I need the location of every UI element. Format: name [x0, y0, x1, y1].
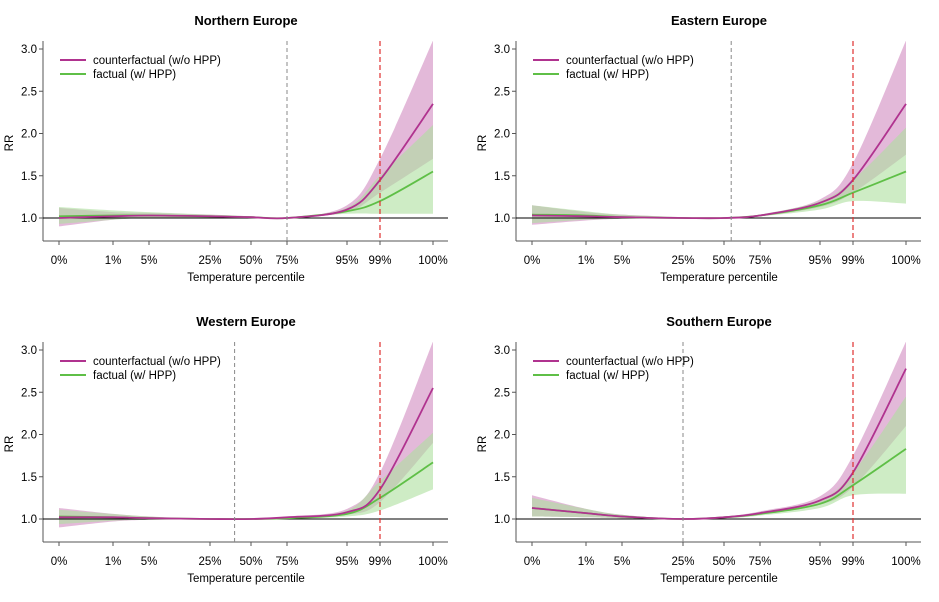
x-tick-label: 75% [275, 556, 298, 568]
y-tick-label: 1.5 [21, 472, 37, 484]
y-tick-label: 1.0 [21, 514, 37, 526]
x-tick-label: 99% [841, 255, 864, 267]
panel-title: Eastern Europe [671, 13, 767, 28]
panel-title: Northern Europe [194, 13, 297, 28]
x-tick-label: 100% [891, 255, 920, 267]
x-tick-label: 1% [105, 255, 122, 267]
series-line-0 [531, 103, 907, 220]
x-tick-label: 50% [712, 255, 735, 267]
y-tick-label: 3.0 [494, 44, 510, 56]
x-tick-label: 100% [891, 556, 920, 568]
x-tick-label: 0% [524, 255, 541, 267]
plot-area [43, 41, 448, 227]
x-tick-label: 1% [578, 556, 595, 568]
x-axis-label: Temperature percentile [187, 573, 305, 585]
x-tick-label: 0% [51, 255, 68, 267]
x-tick-label: 25% [198, 556, 221, 568]
y-tick-label: 1.5 [494, 171, 510, 183]
x-tick-label: 50% [239, 556, 262, 568]
ci-band-1 [532, 396, 906, 520]
x-tick-label: 5% [614, 556, 631, 568]
ci-band-1 [532, 127, 906, 224]
y-tick-label: 1.0 [21, 213, 37, 225]
x-tick-label: 5% [614, 255, 631, 267]
y-tick-label: 2.0 [21, 430, 37, 442]
legend-label: counterfactual (w/o HPP) [566, 55, 694, 67]
x-tick-label: 5% [141, 255, 158, 267]
x-tick-label: 0% [51, 556, 68, 568]
y-axis-label: RR [4, 436, 16, 453]
x-tick-label: 100% [418, 556, 447, 568]
x-tick-label: 75% [748, 556, 771, 568]
x-axis-label: Temperature percentile [660, 272, 778, 284]
x-tick-label: 95% [335, 255, 358, 267]
y-tick-label: 2.5 [494, 86, 510, 98]
ci-band-1 [59, 125, 433, 224]
x-tick-label: 5% [141, 556, 158, 568]
y-axis-label: RR [4, 135, 16, 152]
panel-title: Southern Europe [666, 314, 771, 329]
legend-label: factual (w/ HPP) [93, 370, 176, 382]
x-tick-label: 25% [671, 255, 694, 267]
y-tick-label: 3.0 [494, 345, 510, 357]
x-axis-label: Temperature percentile [187, 272, 305, 284]
y-tick-label: 1.5 [494, 472, 510, 484]
x-tick-label: 1% [105, 556, 122, 568]
x-tick-label: 95% [808, 556, 831, 568]
x-axis-label: Temperature percentile [660, 573, 778, 585]
legend-label: factual (w/ HPP) [566, 69, 649, 81]
legend-label: factual (w/ HPP) [93, 69, 176, 81]
y-axis-label: RR [477, 135, 489, 152]
y-tick-label: 2.5 [21, 86, 37, 98]
x-tick-label: 0% [524, 556, 541, 568]
y-tick-label: 2.0 [494, 430, 510, 442]
panel-title: Western Europe [196, 314, 295, 329]
x-tick-label: 50% [712, 556, 735, 568]
series-line-0 [58, 103, 434, 220]
panel-2: Western Europe 1.0 1.5 2.0 2.5 3.0 RR 0% 1% 5% 25%… [4, 314, 448, 585]
panel-0: Northern Europe 1.0 1.5 2.0 2.5 3.0 RR 0% 1% 5% 25… [4, 13, 448, 284]
x-tick-label: 1% [578, 255, 595, 267]
x-tick-label: 99% [841, 556, 864, 568]
y-axis-label: RR [477, 436, 489, 453]
x-tick-label: 75% [748, 255, 771, 267]
x-tick-label: 95% [808, 255, 831, 267]
x-tick-label: 100% [418, 255, 447, 267]
y-tick-label: 3.0 [21, 345, 37, 357]
legend-label: counterfactual (w/o HPP) [566, 356, 694, 368]
y-tick-label: 2.5 [21, 387, 37, 399]
y-tick-label: 3.0 [21, 44, 37, 56]
y-tick-label: 2.5 [494, 387, 510, 399]
x-tick-label: 25% [198, 255, 221, 267]
legend-label: counterfactual (w/o HPP) [93, 356, 221, 368]
panel-1: Eastern Europe 1.0 1.5 2.0 2.5 3.0 RR 0% 1% 5% 25%… [477, 13, 921, 284]
y-tick-label: 1.0 [494, 213, 510, 225]
x-tick-label: 95% [335, 556, 358, 568]
y-tick-label: 2.0 [494, 129, 510, 141]
x-tick-label: 99% [368, 255, 391, 267]
ci-band-1 [59, 432, 433, 525]
series-line-0 [531, 368, 907, 520]
y-tick-label: 1.5 [21, 171, 37, 183]
panel-3: Southern Europe 1.0 1.5 2.0 2.5 3.0 RR 0% 1% 5% 25… [477, 314, 921, 585]
y-tick-label: 1.0 [494, 514, 510, 526]
x-tick-label: 99% [368, 556, 391, 568]
x-tick-label: 50% [239, 255, 262, 267]
y-tick-label: 2.0 [21, 129, 37, 141]
legend-label: factual (w/ HPP) [566, 370, 649, 382]
plot-area [516, 342, 921, 520]
legend-label: counterfactual (w/o HPP) [93, 55, 221, 67]
x-tick-label: 25% [671, 556, 694, 568]
x-tick-label: 75% [275, 255, 298, 267]
